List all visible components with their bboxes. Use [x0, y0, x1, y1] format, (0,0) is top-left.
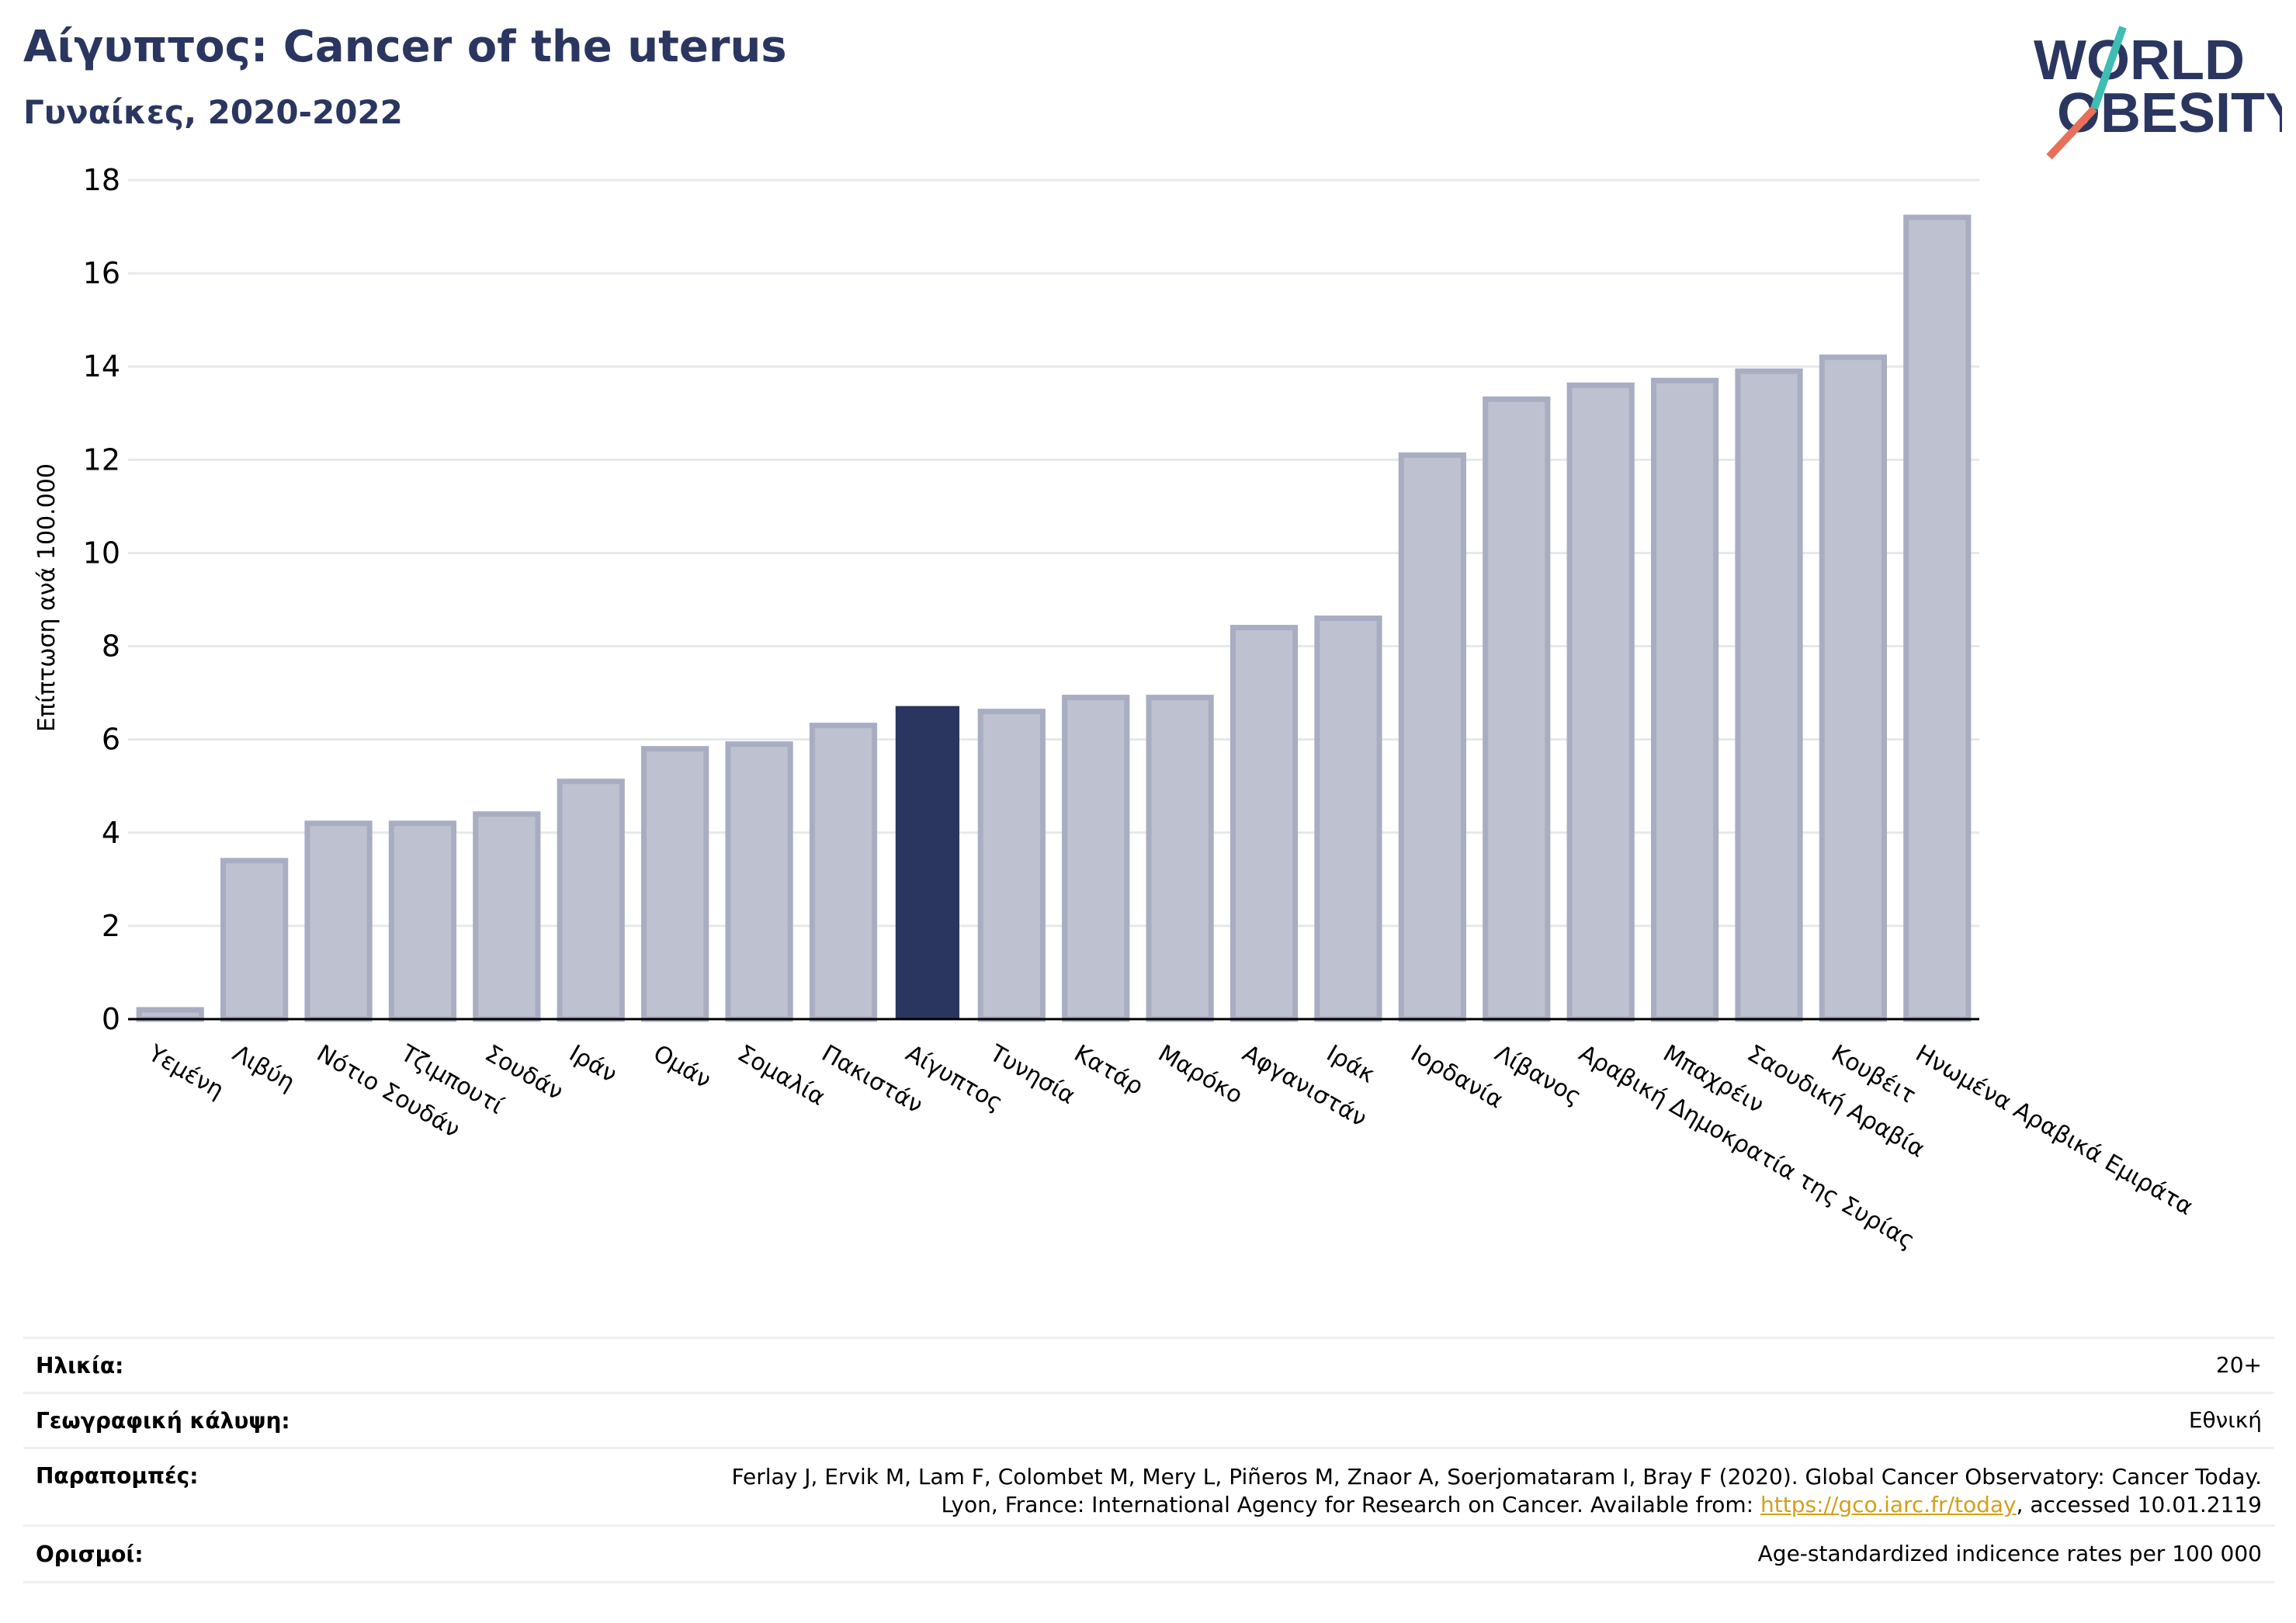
bar: [388, 820, 457, 1022]
bar: [1146, 695, 1214, 1022]
references-label: Παραπομπές:: [36, 1463, 199, 1489]
y-tick-label: 10: [83, 536, 120, 570]
bar: [641, 746, 709, 1022]
bar: [725, 741, 793, 1022]
bar: [1903, 214, 1972, 1022]
bar: [1650, 377, 1719, 1022]
meta-row-coverage: Γεωγραφική κάλυψη: Εθνική: [23, 1392, 2274, 1447]
y-tick-label: 16: [83, 256, 120, 290]
references-line-2-pre: Lyon, France: International Agency for R…: [941, 1492, 1760, 1517]
bar: [1735, 368, 1803, 1022]
x-tick-label: Νότιο Σουδάν: [312, 1040, 464, 1144]
bar: [977, 709, 1046, 1022]
coverage-value: Εθνική: [2188, 1407, 2262, 1433]
bar: [557, 779, 625, 1022]
meta-row-references: Παραπομπές: Ferlay J, Ervik M, Lam F, Co…: [23, 1447, 2274, 1524]
y-tick-label: 12: [83, 442, 120, 477]
bar: [1230, 625, 1299, 1022]
bars-layer: [136, 214, 1972, 1022]
definitions-value: Age-standardized indicence rates per 100…: [1757, 1541, 2262, 1566]
x-tick-label: Κατάρ: [1070, 1040, 1148, 1101]
logo-slash-coral: [2046, 106, 2097, 160]
x-tick-label: Ιράκ: [1322, 1040, 1379, 1089]
bar: [304, 820, 373, 1022]
y-tick-label: 4: [102, 816, 120, 850]
references-link[interactable]: https://gco.iarc.fr/today: [1760, 1492, 2017, 1517]
y-tick-label: 18: [83, 163, 120, 197]
bar: [1314, 616, 1382, 1022]
bar: [1566, 382, 1635, 1022]
y-axis-label: Επίπτωση ανά 100.000: [33, 463, 61, 732]
bar: [220, 858, 289, 1022]
references-line-1: Ferlay J, Ervik M, Lam F, Colombet M, Me…: [731, 1464, 2262, 1489]
bar: [1398, 452, 1466, 1022]
y-tick-label: 0: [102, 1002, 120, 1036]
chart-subtitle: Γυναίκες, 2020-2022: [23, 93, 403, 131]
definitions-label: Ορισμοί:: [36, 1541, 144, 1567]
x-tick-label: Λίβανος: [1490, 1040, 1586, 1111]
chart-title: Αίγυπτος: Cancer of the uterus: [23, 22, 787, 72]
age-label: Ηλικία:: [36, 1352, 124, 1379]
x-tick-label: Λιβύη: [228, 1040, 300, 1097]
bar: [1819, 354, 1887, 1022]
world-obesity-logo: WORLD OBESITY: [2034, 26, 2282, 160]
meta-row-definitions: Ορισμοί: Age-standardized indicence rate…: [23, 1524, 2274, 1583]
coverage-label: Γεωγραφική κάλυψη:: [36, 1407, 290, 1434]
bar-highlight: [895, 706, 959, 1021]
bar: [473, 811, 541, 1022]
x-tick-label: Ιορδανία: [1406, 1040, 1507, 1115]
y-tick-label: 6: [102, 723, 120, 757]
logo-line-1: WORLD: [2034, 29, 2245, 92]
y-tick-label: 14: [83, 349, 120, 383]
bar: [809, 723, 878, 1022]
x-tick-label: Ηνωμένα Αραβικά Εμιράτα: [1911, 1040, 2197, 1221]
x-tick-label: Μαρόκο: [1153, 1040, 1247, 1110]
y-tick-label: 2: [102, 909, 120, 943]
x-tick-label: Ιράν: [564, 1040, 621, 1089]
x-tick-label: Ομάν: [649, 1040, 716, 1094]
x-tick-label: Υεμένη: [143, 1039, 228, 1105]
bar: [1483, 396, 1551, 1022]
x-tick-label: Σομαλία: [733, 1040, 830, 1111]
references-value: Ferlay J, Ervik M, Lam F, Colombet M, Me…: [731, 1463, 2262, 1519]
age-value: 20+: [2215, 1352, 2262, 1378]
references-line-2-post: , accessed 10.01.2119: [2016, 1492, 2262, 1517]
bar: [136, 1007, 204, 1022]
logo-slash-teal: [2090, 26, 2127, 110]
bar: [1062, 695, 1130, 1022]
y-tick-label: 8: [102, 629, 120, 664]
meta-table: Ηλικία: 20+ Γεωγραφική κάλυψη: Εθνική Πα…: [23, 1337, 2274, 1583]
meta-row-age: Ηλικία: 20+: [23, 1337, 2274, 1392]
